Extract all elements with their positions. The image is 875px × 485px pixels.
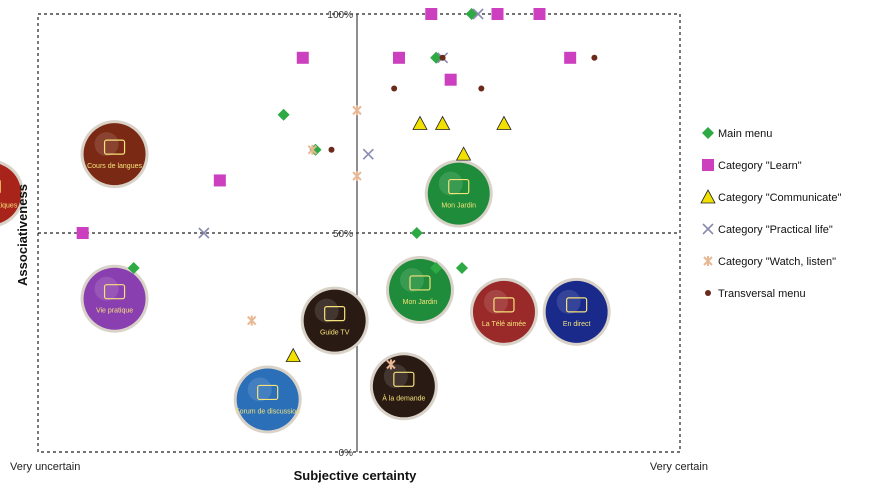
x-axis-title: Subjective certainty <box>294 468 418 483</box>
icon-label: En direct <box>563 321 591 328</box>
data-point <box>455 262 468 275</box>
y-tick-labels: 100% 50% 0% <box>327 10 353 459</box>
legend-entry: Category "Communicate" <box>718 192 841 204</box>
menu-icon: À la demande <box>369 352 438 421</box>
data-point <box>478 85 485 92</box>
legend-entry: Category "Watch, listen" <box>718 256 836 268</box>
icon-glyph <box>448 178 470 195</box>
data-point <box>455 146 472 161</box>
data-point <box>430 262 443 275</box>
icon-shine <box>556 289 581 314</box>
icon-label: Vie pratique <box>96 308 133 315</box>
data-point <box>76 227 89 239</box>
menu-icon: Guide TV <box>300 286 369 355</box>
data-point <box>362 148 374 160</box>
legend-marker <box>705 290 711 296</box>
icon-glyph <box>566 297 588 313</box>
data-point <box>412 115 428 130</box>
y-tick-label: 50% <box>333 229 353 240</box>
data-point <box>386 359 396 370</box>
data-point <box>564 51 577 64</box>
icon-shine <box>383 364 408 389</box>
icon-glyph <box>393 371 415 387</box>
icon-label: Mon Jardin <box>403 299 438 306</box>
data-point <box>425 8 438 20</box>
data-point <box>277 108 290 121</box>
data-point <box>496 115 512 130</box>
data-point <box>247 315 257 326</box>
y-tick-label: 0% <box>339 448 354 459</box>
data-point <box>491 8 504 20</box>
data-point <box>307 144 318 155</box>
x-axis-max-label: Very certain <box>650 461 708 473</box>
icon-label: Forum de discussion <box>235 408 300 415</box>
menu-icon: Villes touristiques <box>0 161 25 227</box>
icon-shine <box>314 298 339 323</box>
icon-shine <box>483 289 508 314</box>
icon-shine <box>399 267 424 292</box>
icon-label: Mon Jardin <box>441 203 476 210</box>
data-point <box>465 8 478 20</box>
icon-glyph <box>409 275 431 291</box>
menu-icon: Vie pratique <box>80 264 149 333</box>
icon-label: Cours de langues <box>87 163 142 170</box>
icon-label: Guide TV <box>320 330 350 337</box>
legend-entry: Transversal menu <box>718 288 806 300</box>
menu-icons: Villes touristiques Cours de langues Vie p… <box>0 120 611 434</box>
legend-entry: Main menu <box>718 128 772 140</box>
icon-glyph <box>257 384 279 401</box>
data-point <box>198 227 210 239</box>
data-point <box>392 51 405 64</box>
legend-marker <box>700 189 716 204</box>
x-axis-min-label: Very uncertain <box>10 461 80 473</box>
legend-marker <box>702 159 714 171</box>
icon-shine <box>438 171 463 196</box>
legend-entry: Category "Practical life" <box>718 224 833 236</box>
icon-label: À la demande <box>382 393 425 402</box>
icon-glyph <box>103 284 126 300</box>
data-point <box>410 227 423 239</box>
data-point <box>328 146 335 153</box>
icon-label: Villes touristiques <box>0 203 18 210</box>
data-point <box>213 174 226 187</box>
data-point <box>439 54 446 61</box>
menu-icon: En direct <box>542 277 611 346</box>
data-point <box>391 85 398 92</box>
plot-frame <box>37 13 681 453</box>
menu-icon: Mon Jardin <box>385 255 454 324</box>
data-point <box>472 8 484 20</box>
menu-icon: Forum de discussion <box>233 365 302 434</box>
menu-icon: Cours de langues <box>80 120 149 189</box>
legend-marker <box>702 223 714 235</box>
icon-label: La Télé aimée <box>482 321 526 328</box>
data-point <box>352 105 362 116</box>
data-point <box>296 51 309 64</box>
data-point <box>434 115 451 130</box>
icon-glyph <box>493 297 515 313</box>
data-points <box>76 8 598 370</box>
icon-glyph <box>103 139 126 155</box>
menu-icon: La Télé aimée <box>469 277 538 346</box>
data-point <box>591 54 598 61</box>
icon-shine <box>247 377 272 402</box>
icon-shine <box>94 132 119 157</box>
data-point <box>285 347 301 363</box>
legend-marker <box>702 127 714 139</box>
icon-glyph <box>324 306 346 322</box>
y-tick-label: 100% <box>327 10 353 21</box>
legend: Main menu Category "Learn" Category "Commu… <box>700 127 841 300</box>
data-point <box>444 73 457 86</box>
legend-entry: Category "Learn" <box>718 160 802 172</box>
data-point <box>127 262 140 275</box>
data-point <box>533 8 546 20</box>
menu-icon: Mon Jardin <box>424 159 493 228</box>
data-point <box>352 171 362 182</box>
icon-disc <box>0 164 22 223</box>
icon-shine <box>94 276 119 301</box>
legend-marker <box>703 256 713 266</box>
y-axis-title: Associativeness <box>15 184 30 286</box>
